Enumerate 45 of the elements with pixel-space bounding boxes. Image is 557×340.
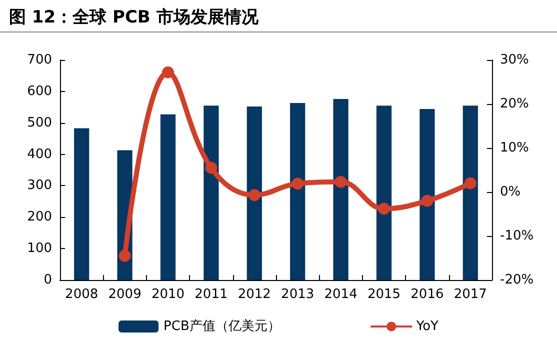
y-tick-label: 200 [27,210,52,225]
legend-label: PCB产值（亿美元） [164,318,280,334]
x-tick-label: 2015 [367,287,401,302]
y2-tick-label: 20% [500,96,529,112]
x-tick-label: 2011 [194,287,228,302]
bar [160,114,176,280]
x-tick-label: 2010 [151,287,185,302]
y-tick-label: 700 [27,52,52,68]
x-tick-label: 2008 [65,287,98,302]
y2-tick-label: 0% [500,184,521,200]
bar [74,128,90,280]
x-tick-label: 2017 [454,287,487,302]
bar [420,109,435,280]
point [334,176,347,188]
x-tick-label: 2009 [108,287,142,302]
y2-tick-label: 10% [500,140,529,156]
bar [246,106,262,280]
chart-title: 图 12：全球 PCB 市场发展情况 [9,8,260,28]
bar [204,106,219,280]
point [248,189,260,202]
point [464,177,476,190]
legend-label: YoY [415,319,439,334]
point [205,162,218,174]
y2-tick-label: -10% [500,228,534,244]
y-tick-label: 0 [44,272,52,288]
y-tick-label: 400 [27,146,52,162]
bar [333,98,348,280]
x-tick-label: 2012 [238,287,271,302]
x-tick-label: 2014 [324,287,358,302]
point [378,202,390,215]
x-tick-label: 2016 [410,287,444,302]
bar [376,106,392,280]
y2-tick-label: -20% [500,272,534,288]
y-tick-label: 600 [27,84,52,99]
point [162,66,174,78]
point [292,178,304,190]
bar [462,106,478,280]
point [118,250,131,262]
y-tick-label: 300 [27,178,52,194]
y-tick-label: 500 [27,115,52,130]
y-tick-label: 100 [27,241,52,256]
y2-tick-label: 30% [500,52,529,68]
point [421,194,434,207]
x-tick-label: 2013 [281,287,314,302]
bar [290,103,306,280]
